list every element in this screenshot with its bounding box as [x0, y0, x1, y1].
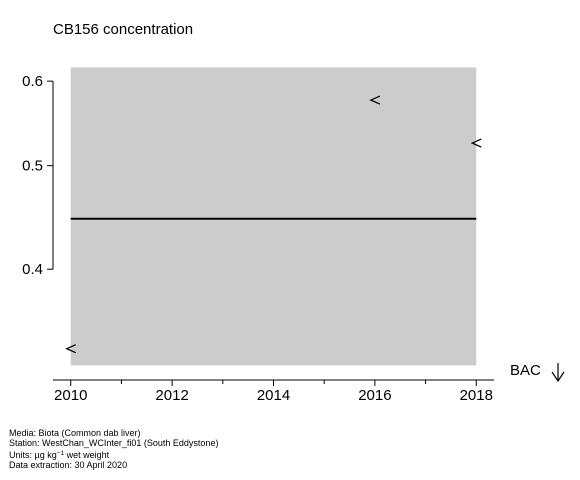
y-axis: 0.4 0.5 0.6 — [22, 73, 54, 278]
footer-extraction: Data extraction: 30 April 2020 — [9, 459, 128, 470]
bac-down-arrow-icon — [551, 363, 565, 383]
shaded-range-band — [70, 67, 477, 366]
footer-media: Media: Biota (Common dab liver) — [9, 428, 141, 438]
data-point-less-than — [369, 95, 381, 105]
data-point-less-than — [470, 138, 482, 148]
x-tick-label: 2012 — [155, 387, 188, 404]
y-tick-label: 0.6 — [22, 73, 43, 90]
chart-footer: Media: Biota (Common dab liver) Station:… — [9, 428, 218, 470]
data-point-less-than — [65, 344, 77, 354]
y-tick-label: 0.5 — [22, 158, 43, 175]
y-tick-label: 0.4 — [22, 261, 43, 278]
bac-label: BAC — [510, 362, 541, 379]
x-tick-label: 2010 — [54, 387, 87, 404]
chart-title: CB156 concentration — [53, 21, 193, 38]
x-tick-label: 2018 — [460, 387, 493, 404]
footer-units: Units: µg kg−1 wet weight — [9, 449, 110, 460]
x-tick-label: 2014 — [257, 387, 290, 404]
footer-station: Station: WestChan_WCInter_fi01 (South Ed… — [9, 438, 219, 449]
x-axis: 2010 2012 2014 2016 2018 — [53, 379, 494, 404]
data-points — [65, 95, 482, 354]
x-tick-label: 2016 — [358, 387, 391, 404]
